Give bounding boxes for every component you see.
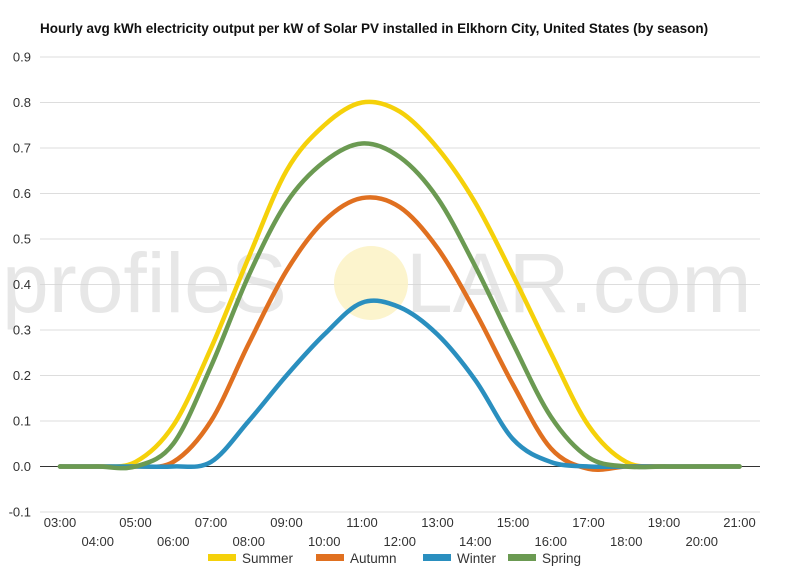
y-tick-label: 0.2 — [13, 368, 31, 383]
x-axis: 03:00 04:00 05:00 06:00 07:00 08:00 09:00 10:00… — [44, 515, 756, 549]
y-tick-label: 0.8 — [13, 95, 31, 110]
y-tick-label: 0.4 — [13, 277, 31, 292]
x-tick-label: 20:00 — [685, 534, 718, 549]
legend-swatch-summer — [208, 554, 236, 561]
x-tick-label: 18:00 — [610, 534, 643, 549]
series-lines — [57, 99, 742, 472]
x-tick-label: 19:00 — [648, 515, 681, 530]
y-tick-label: 0.6 — [13, 186, 31, 201]
y-tick-label: 0.9 — [13, 50, 31, 65]
x-tick-label: 13:00 — [421, 515, 454, 530]
legend-swatch-winter — [423, 554, 451, 561]
legend-label-winter: Winter — [457, 551, 497, 566]
x-tick-label: 11:00 — [346, 515, 378, 530]
series-line-summer — [57, 99, 742, 470]
x-tick-label: 08:00 — [232, 534, 265, 549]
y-tick-label: -0.1 — [9, 505, 31, 520]
y-tick-label: 0.0 — [13, 459, 31, 474]
chart-title: Hourly avg kWh electricity output per kW… — [40, 21, 708, 36]
legend-label-spring: Spring — [542, 551, 581, 566]
legend-label-summer: Summer — [242, 551, 294, 566]
x-tick-label: 12:00 — [383, 534, 416, 549]
x-tick-label: 10:00 — [308, 534, 341, 549]
legend: Summer Autumn Winter Spring — [208, 551, 581, 566]
legend-swatch-spring — [508, 554, 536, 561]
legend-label-autumn: Autumn — [350, 551, 397, 566]
watermark-sun-icon — [334, 246, 408, 320]
y-tick-label: 0.7 — [13, 141, 31, 156]
x-tick-label: 09:00 — [270, 515, 303, 530]
x-tick-label: 17:00 — [572, 515, 605, 530]
x-tick-label: 05:00 — [119, 515, 152, 530]
x-tick-label: 16:00 — [534, 534, 567, 549]
watermark: profileS LAR.com — [2, 236, 751, 330]
x-tick-label: 15:00 — [497, 515, 530, 530]
y-tick-label: 0.3 — [13, 323, 31, 338]
y-tick-label: 0.1 — [13, 414, 31, 429]
x-tick-label: 06:00 — [157, 534, 190, 549]
y-tick-label: 0.5 — [13, 232, 31, 247]
x-tick-label: 03:00 — [44, 515, 77, 530]
series-line-spring — [57, 141, 742, 471]
watermark-text-right: LAR.com — [406, 236, 751, 330]
y-axis: -0.1 0.0 0.1 0.2 0.3 0.4 0.5 0.6 0.7 0.8 0.9 — [9, 50, 31, 520]
x-tick-label: 07:00 — [195, 515, 228, 530]
x-tick-label: 14:00 — [459, 534, 492, 549]
legend-swatch-autumn — [316, 554, 344, 561]
x-tick-label: 21:00 — [723, 515, 756, 530]
x-tick-label: 04:00 — [81, 534, 114, 549]
